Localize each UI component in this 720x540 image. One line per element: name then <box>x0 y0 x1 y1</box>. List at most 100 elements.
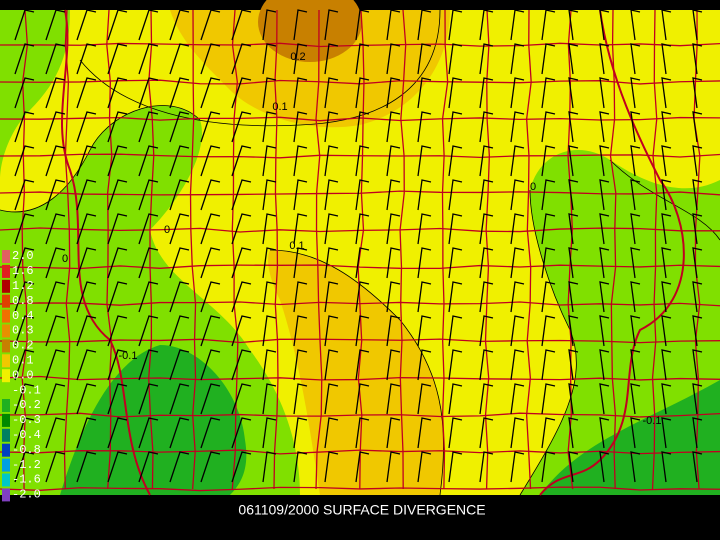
wind-barb <box>541 349 556 381</box>
wind-barb <box>541 247 556 279</box>
wind-barb <box>14 349 35 381</box>
wind-barb <box>355 179 370 211</box>
legend-swatch <box>2 279 10 293</box>
wind-barb <box>324 213 339 245</box>
county-border <box>315 9 323 490</box>
wind-barb <box>169 179 190 211</box>
wind-barb <box>45 451 66 483</box>
wind-barb <box>200 77 221 109</box>
county-border <box>0 190 720 196</box>
wind-barb <box>692 145 703 177</box>
wind-barb <box>541 145 556 177</box>
wind-barb <box>138 77 159 109</box>
wind-barb <box>448 43 463 75</box>
legend-label: -0.2 <box>12 398 41 412</box>
wind-barb <box>138 43 159 75</box>
wind-barb <box>355 213 370 245</box>
wind-barb <box>262 213 277 245</box>
wind-barb <box>692 111 703 143</box>
wind-barb <box>107 417 128 449</box>
county-border <box>21 9 29 490</box>
wind-barb <box>14 417 35 449</box>
wind-barb <box>599 349 610 381</box>
wind-barb <box>568 383 579 415</box>
wind-barb <box>45 145 66 177</box>
wind-barb <box>355 417 370 449</box>
legend-swatch <box>2 413 10 427</box>
wind-barb <box>169 281 190 313</box>
wind-barb <box>169 145 190 177</box>
wind-barb <box>293 315 308 347</box>
legend-swatch <box>2 250 10 263</box>
wind-barb <box>76 383 97 415</box>
wind-barb <box>417 77 432 109</box>
wind-barb <box>76 247 97 279</box>
legend-label: -2.0 <box>12 488 41 502</box>
wind-barb <box>138 213 159 245</box>
legend-label: 0.2 <box>12 339 34 353</box>
legend-label: 0.4 <box>12 309 34 323</box>
wind-barb <box>692 43 703 75</box>
wind-barb <box>262 77 277 109</box>
wind-barb <box>293 349 308 381</box>
wind-barb <box>107 179 128 211</box>
wind-barb <box>14 281 35 313</box>
wind-barb <box>417 213 432 245</box>
wind-barb <box>510 213 525 245</box>
wind-barb <box>200 9 221 41</box>
wind-barb <box>76 77 97 109</box>
legend-label: 0.0 <box>12 368 34 382</box>
wind-barb <box>45 43 66 75</box>
wind-barb <box>599 213 610 245</box>
wind-barb <box>293 451 308 483</box>
wind-barb <box>231 281 252 313</box>
wind-barb <box>324 179 339 211</box>
wind-barb <box>355 349 370 381</box>
wind-barb <box>541 213 556 245</box>
contour-label: 0.1 <box>272 101 287 113</box>
wind-barb <box>630 43 641 75</box>
wind-barb <box>200 417 221 449</box>
wind-barb <box>200 281 221 313</box>
wind-barb <box>661 349 672 381</box>
wind-barb <box>107 383 128 415</box>
wind-barb <box>541 383 556 415</box>
wind-barb <box>386 77 401 109</box>
wind-barb <box>14 213 35 245</box>
wind-barb <box>630 213 641 245</box>
county-border <box>0 153 720 159</box>
wind-barb <box>599 247 610 279</box>
wind-barb <box>169 77 190 109</box>
wind-barb <box>661 451 672 483</box>
wind-barb <box>568 179 579 211</box>
county-border <box>0 412 720 418</box>
wind-barb <box>76 9 97 41</box>
wind-barb <box>355 9 370 41</box>
wind-barb <box>448 349 463 381</box>
wind-barb <box>138 9 159 41</box>
wind-barb <box>661 77 672 109</box>
wind-barb <box>692 281 703 313</box>
contour-label: 0.2 <box>290 51 305 63</box>
county-border <box>609 9 617 490</box>
wind-barb <box>599 43 610 75</box>
wind-barb <box>599 179 610 211</box>
wind-barb <box>417 451 432 483</box>
wind-barb <box>45 383 66 415</box>
wind-barb <box>630 111 641 143</box>
wind-barb <box>107 451 128 483</box>
wind-barb <box>138 111 159 143</box>
wind-barb <box>45 9 66 41</box>
wind-barb <box>200 349 221 381</box>
wind-barb <box>448 417 463 449</box>
wind-barb <box>169 417 190 449</box>
wind-barbs <box>14 9 703 483</box>
wind-barb <box>448 77 463 109</box>
wind-barb <box>386 349 401 381</box>
legend: 2.01.61.20.80.40.30.20.10.0-0.1-0.2-0.3-… <box>2 249 41 502</box>
wind-barb <box>510 451 525 483</box>
wind-barb <box>200 111 221 143</box>
wind-barb <box>262 349 277 381</box>
wind-barb <box>76 213 97 245</box>
wind-barb <box>599 77 610 109</box>
